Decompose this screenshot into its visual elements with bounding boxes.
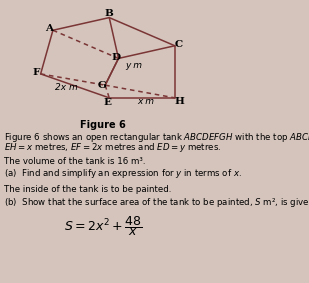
Text: Figure 6: Figure 6 <box>80 120 126 130</box>
Text: (b)  Show that the surface area of the tank to be painted, $S$ m², is given by: (b) Show that the surface area of the ta… <box>4 196 309 209</box>
Text: y m: y m <box>125 61 142 70</box>
Text: The inside of the tank is to be painted.: The inside of the tank is to be painted. <box>4 185 172 194</box>
Text: x m: x m <box>138 97 154 106</box>
Text: (a)  Find and simplify an expression for $y$ in terms of $x$.: (a) Find and simplify an expression for … <box>4 167 242 180</box>
Text: C: C <box>175 40 183 50</box>
Text: D: D <box>111 53 121 61</box>
Text: Figure 6 shows an open rectangular tank $ABCDEFGH$ with the top $ABCD$ open.: Figure 6 shows an open rectangular tank … <box>4 131 309 144</box>
Text: G: G <box>97 81 106 90</box>
Text: $S = 2x^2 + \dfrac{48}{x}$: $S = 2x^2 + \dfrac{48}{x}$ <box>64 214 142 238</box>
Text: $EH = x$ metres, $EF = 2x$ metres and $ED = y$ metres.: $EH = x$ metres, $EF = 2x$ metres and $E… <box>4 141 222 154</box>
Text: B: B <box>105 9 114 18</box>
Text: The volume of the tank is 16 m³.: The volume of the tank is 16 m³. <box>4 157 146 166</box>
Text: E: E <box>104 98 112 107</box>
Text: 2x m: 2x m <box>55 83 78 93</box>
Text: H: H <box>174 97 184 106</box>
Text: F: F <box>32 68 40 77</box>
Text: A: A <box>45 24 53 33</box>
